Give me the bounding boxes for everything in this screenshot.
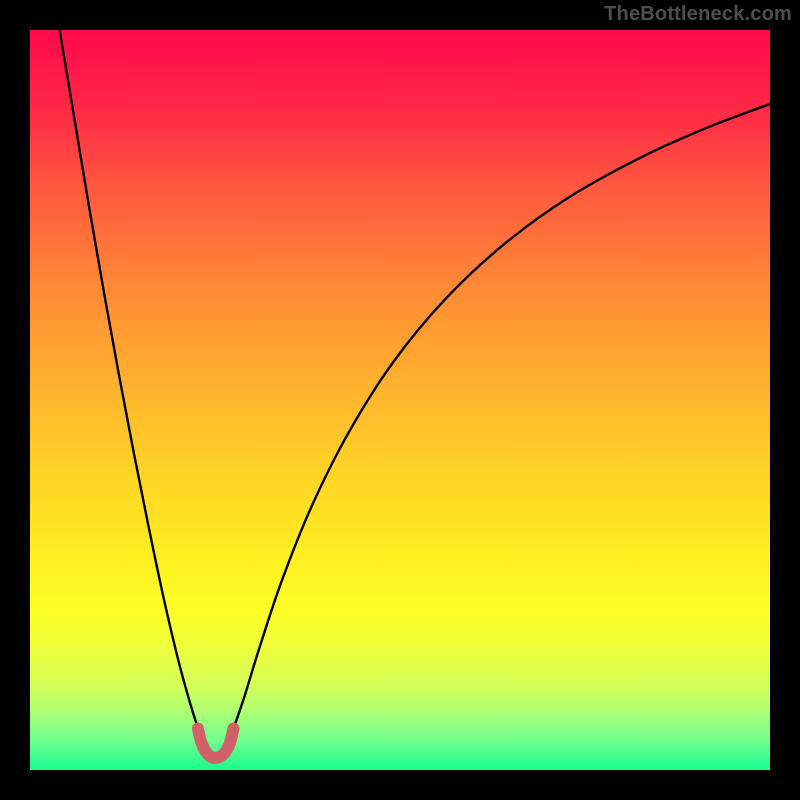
watermark-text: TheBottleneck.com bbox=[604, 3, 792, 26]
chart-background bbox=[30, 30, 770, 770]
bottleneck-chart bbox=[0, 0, 800, 800]
